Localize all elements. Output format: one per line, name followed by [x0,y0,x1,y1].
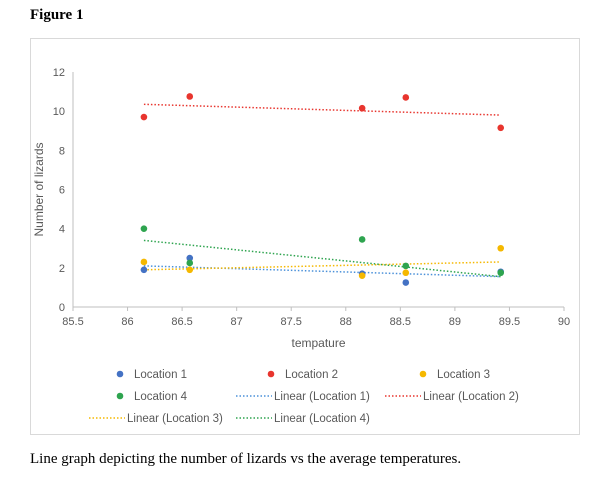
legend-marker [116,370,124,378]
legend-label: Linear (Location 1) [274,391,370,403]
data-point-location-2 [140,113,148,121]
legend-marker [419,370,427,378]
data-point-location-3 [497,244,505,252]
y-tick-label: 0 [59,302,65,314]
figure-label: Figure 1 [30,7,84,23]
legend-marker [267,370,275,378]
x-tick-label: 86.5 [171,316,192,328]
x-tick-label: 90 [558,316,570,328]
y-tick-label: 6 [59,185,65,197]
figure-caption: Line graph depicting the number of lizar… [30,451,462,467]
legend-label: Linear (Location 3) [127,413,223,425]
legend-marker [116,392,124,400]
x-tick-label: 87 [231,316,243,328]
x-tick-label: 87.5 [281,316,302,328]
trendline-location-3 [143,261,501,271]
trendline-location-4 [143,239,501,278]
data-point-location-2 [358,104,366,112]
data-point-location-2 [402,94,410,101]
data-point-location-4 [186,259,194,267]
x-tick-label: 89.5 [499,316,520,328]
scatter-chart: 0 2 4 6 8 10 12 85.5 86 86.5 87 87.5 88 88.5 89 89.5 90 t… [32,67,570,425]
legend-label: Location 3 [437,369,490,381]
y-tick-label: 12 [53,67,65,79]
data-point-location-3 [402,269,410,277]
y-tick-label: 10 [53,106,65,118]
y-tick-label: 4 [59,224,65,236]
legend-label: Location 4 [134,391,188,403]
data-point-location-4 [358,236,366,243]
x-tick-label: 85.5 [62,316,83,328]
data-point-location-3 [140,258,148,266]
legend-label: Linear (Location 4) [274,413,370,425]
data-point-location-3 [186,266,194,274]
data-point-location-1 [186,254,194,262]
legend-label: Location 1 [134,369,187,381]
y-tick-label: 8 [59,145,65,157]
x-tick-label: 86 [121,316,133,328]
chart-container: 0 2 4 6 8 10 12 85.5 86 86.5 87 87.5 88 88.5 89 89.5 90 t… [30,38,580,435]
trendline-location-2 [143,103,501,116]
y-axis-title: Number of lizards [32,142,46,236]
x-tick-label: 88.5 [390,316,411,328]
data-point-location-3 [358,272,366,279]
legend-label: Location 2 [285,369,338,381]
data-point-location-2 [497,124,505,132]
data-point-location-4 [140,225,148,232]
data-point-location-4 [497,269,505,277]
x-tick-label: 88 [340,316,352,328]
data-point-location-4 [402,262,410,270]
data-point-location-2 [186,93,194,100]
x-axis-title: tempature [291,336,345,350]
data-point-location-1 [402,279,410,286]
legend-label: Linear (Location 2) [423,391,519,403]
x-tick-label: 89 [449,316,461,328]
y-tick-label: 2 [59,263,65,275]
data-point-location-1 [140,266,148,274]
